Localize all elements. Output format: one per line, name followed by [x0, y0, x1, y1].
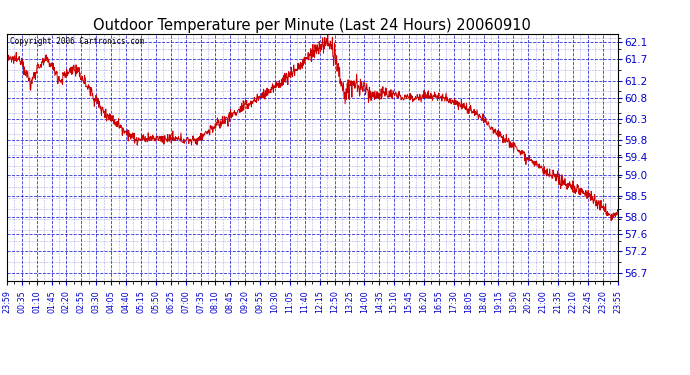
Title: Outdoor Temperature per Minute (Last 24 Hours) 20060910: Outdoor Temperature per Minute (Last 24 … — [93, 18, 531, 33]
Text: Copyright 2006 Cartronics.com: Copyright 2006 Cartronics.com — [10, 38, 144, 46]
